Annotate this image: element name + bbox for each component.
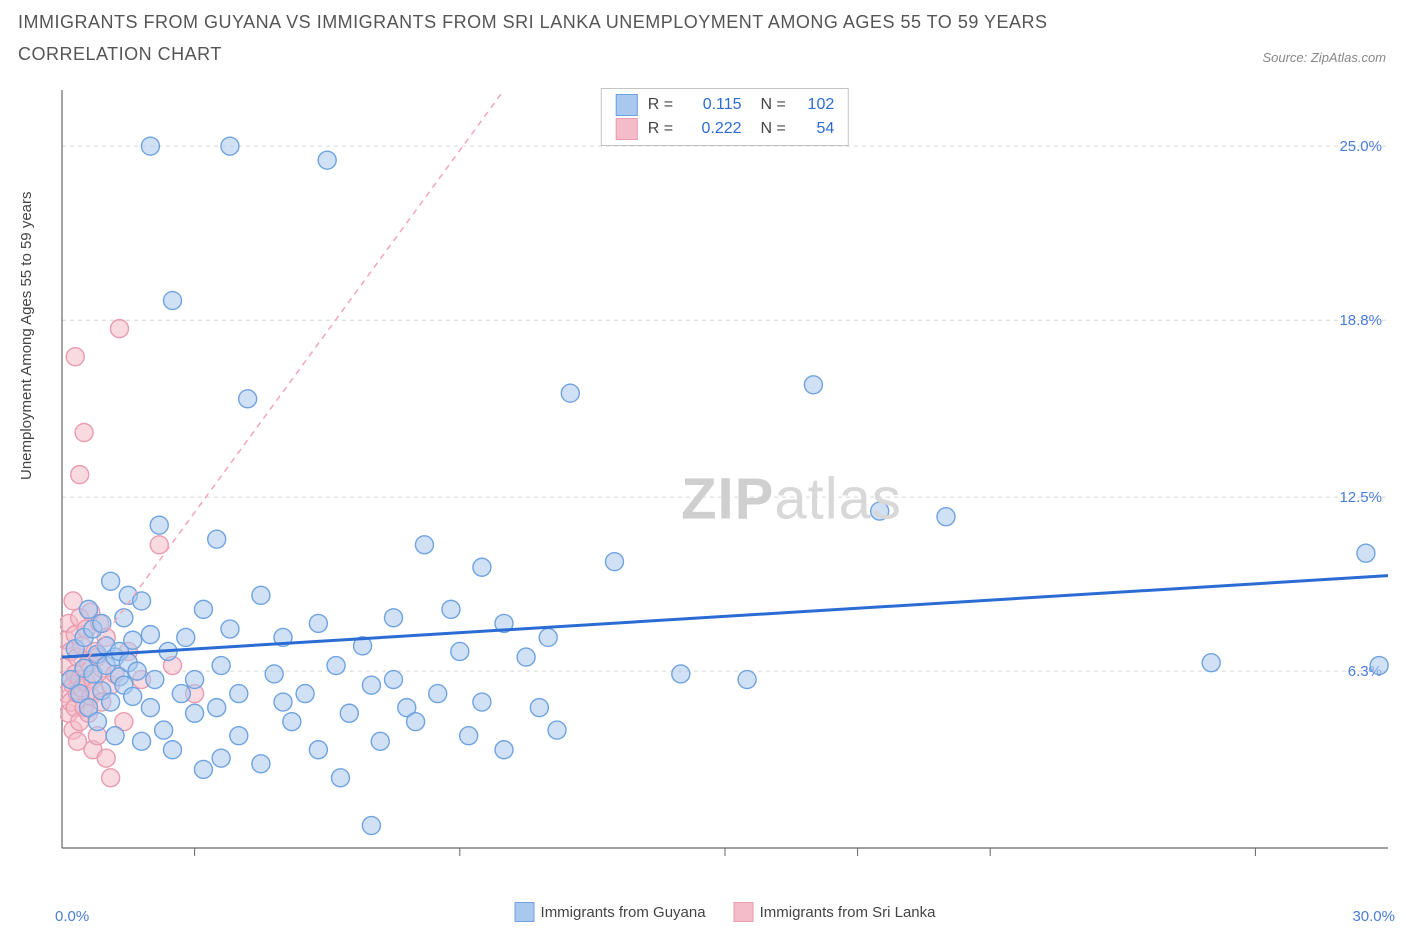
series-swatch bbox=[616, 94, 638, 116]
svg-text:25.0%: 25.0% bbox=[1339, 138, 1382, 155]
svg-text:12.5%: 12.5% bbox=[1339, 489, 1382, 506]
stats-row: R = 0.115 N = 102 bbox=[616, 93, 834, 117]
legend-swatch bbox=[734, 902, 754, 922]
stats-legend: R = 0.115 N = 102R = 0.222 N = 54 bbox=[601, 88, 849, 146]
x-min-label: 0.0% bbox=[55, 908, 89, 925]
legend-item: Immigrants from Sri Lanka bbox=[734, 902, 936, 922]
plot-svg: 6.3%12.5%18.8%25.0% bbox=[60, 88, 1390, 878]
series-swatch bbox=[616, 118, 638, 140]
legend-label: Immigrants from Guyana bbox=[541, 904, 706, 921]
x-max-label: 30.0% bbox=[1352, 908, 1395, 925]
y-axis-label: Unemployment Among Ages 55 to 59 years bbox=[18, 191, 35, 480]
x-axis-labels: 0.0% 30.0% Immigrants from GuyanaImmigra… bbox=[60, 900, 1390, 925]
legend-swatch bbox=[515, 902, 535, 922]
scatter-chart: 6.3%12.5%18.8%25.0% ZIPatlas R = 0.115 N… bbox=[60, 88, 1390, 878]
bottom-legend: Immigrants from Guyana Immigrants from Sr… bbox=[515, 902, 936, 922]
legend-label: Immigrants from Sri Lanka bbox=[760, 904, 936, 921]
svg-text:18.8%: 18.8% bbox=[1339, 312, 1382, 329]
source-credit: Source: ZipAtlas.com bbox=[1262, 50, 1386, 65]
legend-item: Immigrants from Guyana bbox=[515, 902, 706, 922]
stats-row: R = 0.222 N = 54 bbox=[616, 117, 834, 141]
chart-title: IMMIGRANTS FROM GUYANA VS IMMIGRANTS FRO… bbox=[18, 6, 1138, 71]
